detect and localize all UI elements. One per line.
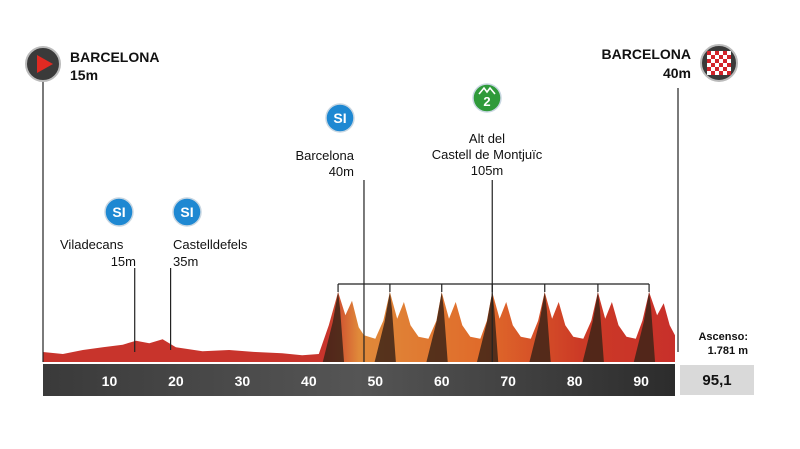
finish-altitude: 40m — [662, 65, 691, 81]
climb-shade-2 — [374, 292, 396, 362]
x-tick-label: 10 — [102, 373, 118, 389]
total-distance-box: 95,1 — [680, 365, 754, 395]
svg-text:SI: SI — [112, 204, 125, 220]
waypoint-name-castelldefels: Castelldefels — [173, 237, 248, 252]
sprint-badge-icon: SI — [104, 197, 134, 227]
x-tick-label: 90 — [633, 373, 649, 389]
start-altitude: 15m — [70, 67, 99, 83]
distance-axis-bar — [43, 364, 675, 396]
mountain-cat2-badge-icon: 2 — [472, 83, 502, 113]
sprint-badge-icon: SI — [172, 197, 202, 227]
waypoint-name-montjuic-line1: Alt del — [468, 131, 506, 146]
elevation-profile-area — [43, 292, 675, 362]
x-tick-label: 60 — [434, 373, 450, 389]
x-tick-label: 20 — [168, 373, 184, 389]
waypoint-altitude-viladecans: 15m — [110, 254, 136, 269]
total-distance: 95,1 — [702, 371, 732, 389]
ascent-label: Ascenso: — [698, 331, 748, 343]
finish-checkered-icon — [700, 44, 738, 82]
x-tick-label: 30 — [235, 373, 251, 389]
sprint-badge-icon: SI — [325, 103, 355, 133]
start-name: BARCELONA — [70, 49, 160, 65]
waypoint-altitude-castelldefels: 35m — [173, 254, 199, 269]
x-tick-label: 70 — [500, 373, 516, 389]
start-flag-icon — [25, 46, 61, 82]
climb-shade-1 — [322, 292, 345, 362]
waypoint-altitude-montjuic: 105m — [470, 163, 504, 178]
x-tick-label: 50 — [367, 373, 383, 389]
svg-text:2: 2 — [483, 94, 490, 109]
climb-shade-7 — [633, 292, 656, 362]
svg-text:SI: SI — [333, 110, 346, 126]
waypoint-name-barcelona: Barcelona — [295, 148, 354, 163]
x-tick-label: 40 — [301, 373, 317, 389]
finish-name: BARCELONA — [601, 46, 691, 62]
climb-shade-4 — [476, 292, 499, 362]
waypoint-altitude-barcelona: 40m — [328, 164, 354, 179]
ascent-value: 1.781 m — [707, 345, 748, 357]
climb-shade-6 — [582, 292, 604, 362]
waypoint-name-montjuic-line2: Castell de Montjuïc — [431, 147, 543, 162]
waypoint-name-viladecans: Viladecans — [60, 237, 124, 252]
climb-shade-3 — [426, 292, 448, 362]
x-tick-label: 80 — [567, 373, 583, 389]
svg-text:SI: SI — [180, 204, 193, 220]
climb-shade-5 — [529, 292, 551, 362]
